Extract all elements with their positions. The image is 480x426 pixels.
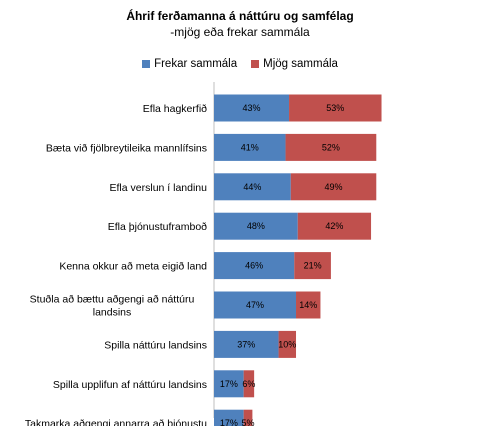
bar-mjog (296, 291, 321, 319)
legend-label-frekar: Frekar sammála (154, 58, 238, 70)
bar-frekar (214, 212, 298, 240)
legend-swatch-frekar (142, 60, 151, 68)
chart-subtitle: -mjög eða frekar sammála (170, 25, 310, 39)
data-label-frekar: 37% (237, 339, 255, 349)
data-label-frekar: 48% (247, 221, 265, 231)
data-label-frekar: 47% (246, 300, 264, 310)
category-label: Spilla upplifun af náttúru landsins (53, 379, 207, 391)
data-label-mjog: 52% (322, 142, 340, 152)
bar-mjog (243, 370, 255, 398)
bar-mjog (243, 409, 253, 426)
bar-mjog (278, 330, 297, 358)
bar-frekar (214, 133, 286, 161)
category-label: Efla þjónustuframboð (108, 221, 207, 233)
bar-mjog (294, 252, 331, 280)
legend-label-mjog: Mjög sammála (263, 58, 338, 70)
category-label: Efla hagkerfið (143, 103, 207, 115)
bar-frekar (214, 94, 290, 122)
category-label: Stuðla að bættu aðgengi að náttúru landsi… (30, 294, 195, 319)
category-label: Efla verslun í landinu (110, 182, 208, 194)
bar-mjog (297, 212, 372, 240)
data-label-frekar: 43% (243, 103, 261, 113)
data-label-frekar: 46% (245, 261, 263, 271)
category-label: Bæta við fjölbreytileika mannlífsins (46, 142, 207, 154)
legend: Frekar sammála Mjög sammála (0, 56, 480, 72)
bar-mjog (290, 173, 377, 201)
data-label-frekar: 44% (243, 182, 261, 192)
data-label-mjog: 21% (304, 261, 322, 271)
legend-item-frekar: Frekar sammála (142, 58, 237, 70)
legend-item-mjog: Mjög sammála (251, 58, 338, 70)
bar-frekar (214, 330, 279, 358)
data-label-frekar: 41% (241, 142, 259, 152)
bar-mjog (289, 94, 382, 122)
bar-frekar (214, 370, 244, 398)
data-label-mjog: 10% (278, 339, 296, 349)
legend-swatch-mjog (251, 60, 260, 68)
data-label-frekar: 17% (220, 418, 238, 426)
chart-title: Áhrif ferðamanna á náttúru og samfélag (126, 9, 354, 23)
bar-frekar (214, 173, 291, 201)
category-label: Spilla náttúru landsins (104, 339, 207, 351)
data-label-mjog: 14% (299, 300, 317, 310)
data-label-mjog: 53% (326, 103, 344, 113)
bar-frekar (214, 409, 244, 426)
category-label: Takmarka aðgengi annarra að þjónustu (25, 418, 207, 426)
category-label: Kenna okkur að meta eigið land (59, 261, 207, 273)
data-label-frekar: 17% (220, 379, 238, 389)
data-label-mjog: 42% (325, 221, 343, 231)
data-label-mjog: 49% (325, 182, 343, 192)
data-label-mjog: 5% (242, 418, 255, 426)
bar-mjog (285, 133, 377, 161)
bar-frekar (214, 252, 295, 280)
bar-frekar (214, 291, 297, 319)
data-label-mjog: 6% (242, 379, 255, 389)
